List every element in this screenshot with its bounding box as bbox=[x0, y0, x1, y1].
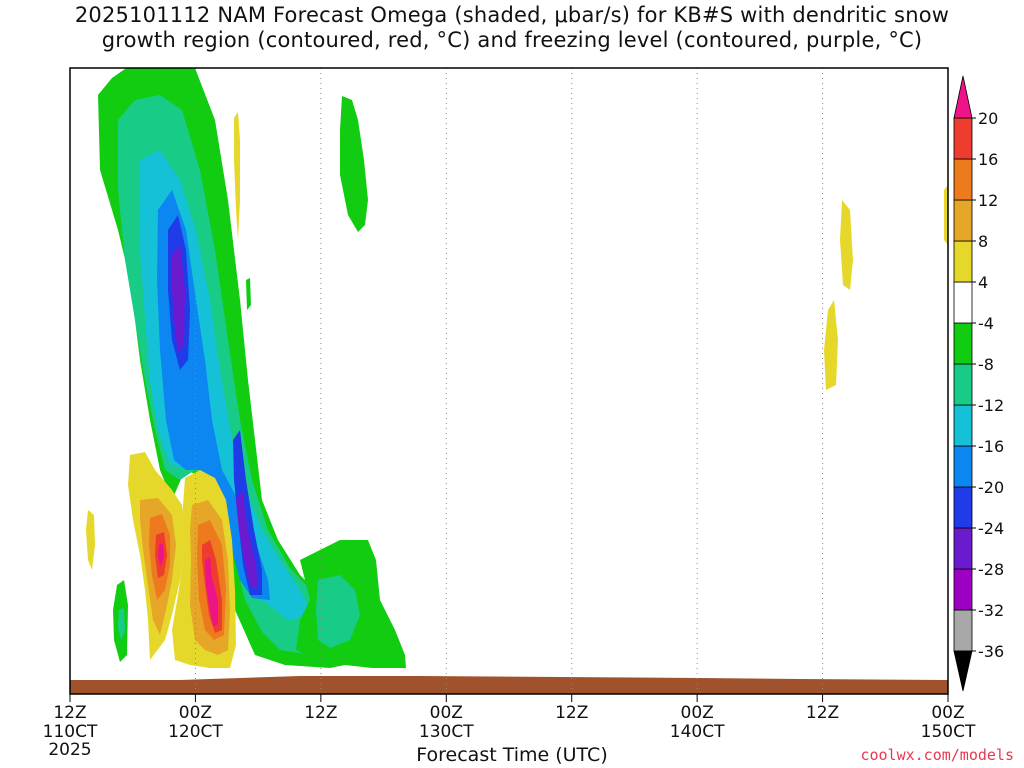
x-tick-time: 00Z bbox=[179, 703, 212, 723]
x-tick-date: 120CT bbox=[168, 722, 223, 742]
colorbar-bin bbox=[953, 240, 973, 283]
x-tick-time: 00Z bbox=[430, 703, 463, 723]
omega-region-sliver-4 bbox=[944, 185, 948, 245]
ground-surface bbox=[70, 676, 948, 694]
ground-fill bbox=[70, 676, 948, 694]
chart-title-line-2: growth region (contoured, red, °C) and f… bbox=[101, 28, 923, 52]
colorbar-label: -8 bbox=[978, 355, 994, 374]
x-tick-time: 12Z bbox=[555, 703, 588, 723]
colorbar-label: -16 bbox=[978, 437, 1004, 456]
credit-link[interactable]: coolwx.com/models bbox=[860, 746, 1014, 764]
colorbar-bin bbox=[953, 568, 973, 611]
x-axis-title: Forecast Time (UTC) bbox=[416, 744, 608, 766]
plot-frame bbox=[69, 67, 949, 695]
colorbar-label: -12 bbox=[978, 396, 1004, 415]
x-tick-time: 12Z bbox=[304, 703, 337, 723]
omega-region-tail-moderate bbox=[316, 575, 360, 648]
omega-region-lower-extreme bbox=[236, 490, 258, 588]
colorbar-label: -4 bbox=[978, 314, 994, 333]
x-tick-time: 00Z bbox=[931, 703, 964, 723]
x-tick-time: 00Z bbox=[681, 703, 714, 723]
colorbar-label: 16 bbox=[978, 150, 998, 169]
colorbar-label: -20 bbox=[978, 478, 1004, 497]
colorbar-label: -28 bbox=[978, 560, 1004, 579]
colorbar-label: -24 bbox=[978, 519, 1004, 538]
omega-region-sliver-1 bbox=[234, 112, 240, 240]
colorbar-over-arrow bbox=[953, 75, 973, 119]
colorbar-bin bbox=[953, 527, 973, 570]
x-tick-date: 110CT bbox=[43, 722, 98, 742]
x-tick-year: 2025 bbox=[48, 740, 91, 760]
chart-title-line-1: 2025101112 NAM Forecast Omega (shaded, μ… bbox=[74, 3, 950, 27]
x-tick-time: 12Z bbox=[53, 703, 86, 723]
plot-area: -18-18-18-12-12-12000 bbox=[69, 67, 949, 695]
colorbar-bin bbox=[953, 363, 973, 406]
colorbar-label: 4 bbox=[978, 273, 988, 292]
colorbar-label: -32 bbox=[978, 601, 1004, 620]
omega-region-sliver-7 bbox=[118, 608, 125, 640]
colorbar-bin bbox=[953, 486, 973, 529]
rising-motion-cell-left-peak bbox=[158, 543, 164, 566]
omega-region-sliver-3 bbox=[824, 300, 838, 390]
x-tick-date: 150CT bbox=[921, 722, 976, 742]
omega-shading bbox=[86, 68, 948, 668]
colorbar-label: 20 bbox=[978, 109, 998, 128]
colorbar-bin bbox=[953, 117, 973, 160]
omega-region-main-extreme bbox=[172, 245, 185, 352]
colorbar-label: -36 bbox=[978, 642, 1004, 661]
colorbar: 20 16 12 8 4 -4 -8 -12 -16 -20 -24 -28 -32 -36 bbox=[953, 75, 1004, 692]
colorbar-label: 12 bbox=[978, 191, 998, 210]
colorbar-bin bbox=[953, 322, 973, 365]
rising-motion-cell-right-peak bbox=[205, 557, 218, 626]
x-tick-date: 140CT bbox=[670, 722, 725, 742]
omega-region-sliver-8 bbox=[246, 278, 251, 310]
colorbar-bin bbox=[953, 404, 973, 447]
colorbar-bin bbox=[953, 281, 973, 324]
colorbar-bin bbox=[953, 199, 973, 242]
x-tick-date: 130CT bbox=[419, 722, 474, 742]
omega-region-lower-intense bbox=[233, 430, 262, 595]
colorbar-bin bbox=[953, 158, 973, 201]
omega-region-sliver-5 bbox=[86, 510, 95, 570]
omega-region-sliver-2 bbox=[840, 200, 853, 290]
colorbar-bin bbox=[953, 609, 973, 652]
x-tick-time: 12Z bbox=[806, 703, 839, 723]
colorbar-under-arrow bbox=[953, 650, 973, 692]
colorbar-bin bbox=[953, 445, 973, 488]
colorbar-label: 8 bbox=[978, 232, 988, 251]
omega-region-upper bbox=[340, 96, 368, 232]
